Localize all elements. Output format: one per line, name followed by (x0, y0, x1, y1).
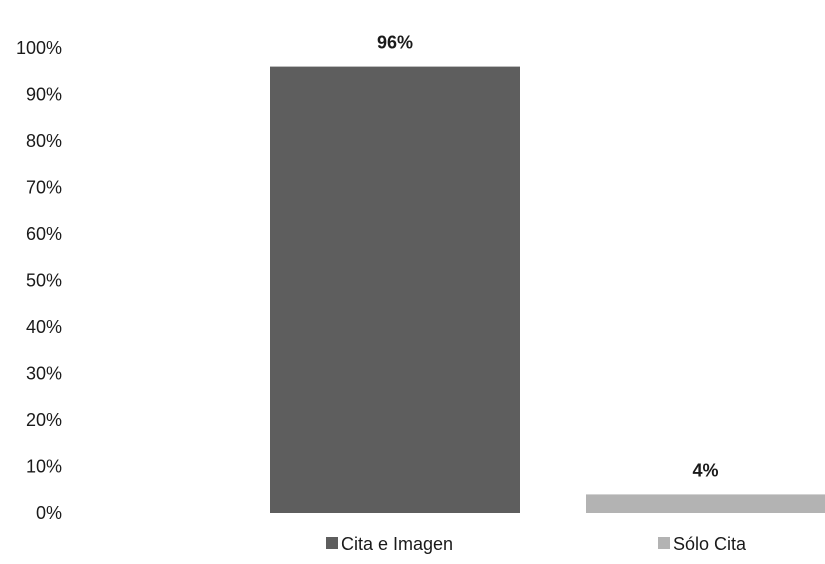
data-label: 4% (692, 460, 718, 480)
y-tick-label: 40% (26, 317, 62, 337)
data-labels: 96% 4% (377, 33, 719, 481)
y-tick-label: 80% (26, 131, 62, 151)
bar-solo-cita (586, 494, 825, 513)
legend: Cita e Imagen Sólo Cita (326, 534, 747, 554)
y-tick-label: 90% (26, 85, 62, 105)
legend-label: Sólo Cita (673, 534, 747, 554)
y-tick-label: 10% (26, 457, 62, 477)
y-tick-label: 70% (26, 178, 62, 198)
legend-swatch (326, 537, 338, 549)
legend-swatch (658, 537, 670, 549)
y-tick-label: 20% (26, 410, 62, 430)
y-tick-label: 50% (26, 271, 62, 291)
bars (270, 66, 825, 513)
y-tick-label: 100% (16, 38, 62, 58)
bar-cita-e-imagen (270, 66, 520, 513)
legend-label: Cita e Imagen (341, 534, 453, 554)
data-label: 96% (377, 33, 413, 53)
y-axis: 0% 10% 20% 30% 40% 50% 60% 70% 80% 90% 100% (16, 38, 62, 523)
y-tick-label: 60% (26, 224, 62, 244)
y-tick-label: 30% (26, 364, 62, 384)
y-tick-label: 0% (36, 503, 62, 523)
